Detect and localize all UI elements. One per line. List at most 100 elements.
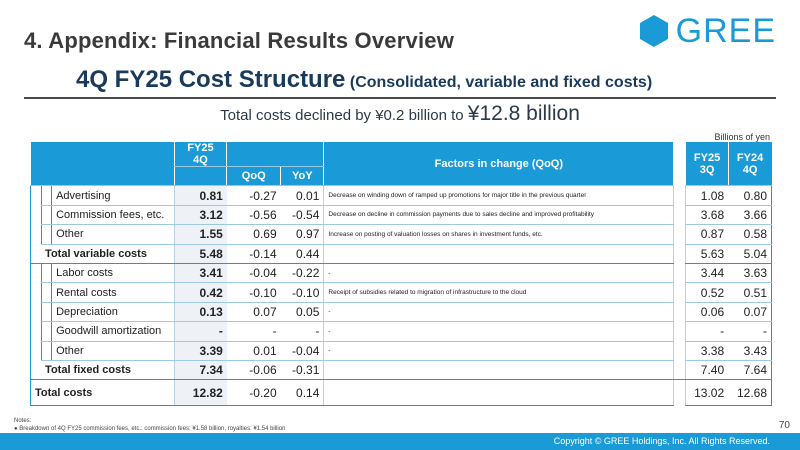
cell-qoq: -	[226, 321, 281, 342]
cell-fy25-3q: -	[685, 321, 729, 342]
header-blank	[30, 142, 175, 187]
cell-fy24-4q: 7.64	[728, 360, 773, 381]
cell-fy25-4q: -	[173, 321, 227, 342]
row-label: Goodwill amortization	[51, 321, 175, 342]
header-fy25-4q: FY25 4Q	[173, 142, 227, 167]
cell-fy24-4q: 0.51	[728, 282, 773, 303]
cell-qoq: -0.04	[226, 263, 281, 284]
cell-yoy: 0.14	[280, 379, 324, 407]
header-row-2: QoQ YoY	[31, 166, 772, 187]
row-label: Other	[51, 224, 175, 245]
grand-total-row: Total costs 12.82 -0.20 0.14 13.02 12.68	[30, 379, 773, 407]
cell-qoq: 0.07	[226, 302, 281, 323]
cell-factor: -	[323, 321, 674, 342]
row-label: Advertising	[51, 185, 175, 206]
cell-qoq: -0.27	[226, 185, 281, 206]
summary-prefix: Total costs declined by ¥0.2 billion to	[220, 107, 468, 124]
cell-qoq: 0.01	[226, 341, 281, 361]
header-qoq: QoQ	[226, 166, 281, 187]
cell-fy25-4q: 3.12	[173, 205, 227, 226]
cell-fy25-4q: 0.42	[173, 282, 227, 303]
cell-factor: -	[323, 302, 674, 323]
gree-logo: GREE	[638, 14, 776, 48]
cell-fy25-3q: 0.06	[685, 302, 729, 323]
table-row: Goodwill amortization - - - - - -	[30, 321, 773, 342]
row-label: Commission fees, etc.	[51, 205, 175, 226]
cell-fy25-4q: 12.82	[173, 379, 227, 407]
header-factors: Factors in change (QoQ)	[323, 142, 674, 187]
cell-qoq: -0.06	[226, 360, 281, 381]
page-number: 70	[778, 420, 790, 431]
cell-fy25-4q: 3.41	[173, 263, 227, 284]
row-label: Rental costs	[51, 282, 175, 303]
cell-factor: -	[323, 341, 674, 361]
cell-fy25-4q: 3.39	[173, 341, 227, 361]
cell-fy25-3q: 1.08	[685, 185, 729, 206]
cell-factor: Decrease on winding down of ramped up pr…	[323, 185, 674, 206]
row-label: Total fixed costs	[41, 360, 175, 381]
cell-yoy: -0.22	[280, 263, 324, 284]
row-label: Total costs	[30, 379, 175, 407]
cell-yoy: 0.44	[280, 244, 324, 264]
logo-text: GREE	[675, 12, 776, 50]
cell-fy25-3q: 13.02	[685, 379, 729, 407]
summary-amount: ¥12.8 billion	[467, 102, 580, 125]
table-row: Advertising 0.81 -0.27 0.01 Decrease on …	[30, 185, 773, 206]
cell-factor	[323, 379, 674, 407]
cell-factor: -	[323, 263, 674, 284]
footnotes: Notes: ● Breakdown of 4Q FY25 commission…	[14, 417, 285, 433]
header-fy24-4q: FY24 4Q	[727, 142, 772, 187]
cell-fy24-4q: 0.58	[728, 224, 773, 245]
header-fy25-3q: FY25 3Q	[685, 142, 729, 187]
row-label: Total variable costs	[41, 244, 175, 264]
cell-qoq: -0.56	[226, 205, 281, 226]
summary-line: Total costs declined by ¥0.2 billion to …	[0, 102, 800, 126]
cell-yoy: -0.31	[280, 360, 324, 381]
cell-fy24-4q: 5.04	[728, 244, 773, 264]
units-label: Billions of yen	[714, 132, 770, 142]
table-row: Labor costs 3.41 -0.04 -0.22 - 3.44 3.63	[30, 263, 773, 284]
row-label: Depreciation	[51, 302, 175, 323]
cell-yoy: -0.04	[280, 341, 324, 361]
copyright-text: Copyright © GREE Holdings, Inc. All Righ…	[553, 436, 770, 446]
cell-qoq: -0.20	[226, 379, 281, 407]
cell-fy25-4q: 0.13	[173, 302, 227, 323]
table-row: Commission fees, etc. 3.12 -0.56 -0.54 D…	[30, 205, 773, 226]
title-divider	[24, 97, 776, 99]
row-label: Other	[51, 341, 175, 361]
cell-factor	[323, 244, 674, 264]
cell-fy24-4q: 0.07	[728, 302, 773, 323]
cell-yoy: -0.10	[280, 282, 324, 303]
cell-qoq: 0.69	[226, 224, 281, 245]
footer-bar: Copyright © GREE Holdings, Inc. All Righ…	[0, 433, 800, 450]
header-change-group	[226, 142, 324, 167]
cell-fy25-3q: 0.52	[685, 282, 729, 303]
cell-fy25-4q: 1.55	[173, 224, 227, 245]
hexagon-logo-icon	[639, 15, 668, 47]
cell-factor: Receipt of subsidies related to migratio…	[323, 282, 674, 303]
cell-fy25-3q: 5.63	[685, 244, 729, 264]
bullet-icon: ●	[14, 426, 20, 432]
cell-fy25-4q: 0.81	[173, 185, 227, 206]
notes-label: Notes:	[14, 418, 32, 424]
row-label: Labor costs	[51, 263, 175, 284]
cell-yoy: -0.54	[280, 205, 324, 226]
cell-yoy: 0.97	[280, 224, 324, 245]
cell-yoy: -	[280, 321, 324, 342]
table-row: Depreciation 0.13 0.07 0.05 - 0.06 0.07	[30, 302, 773, 323]
header-row-1: FY25 4Q Factors in change (QoQ) FY25 3Q FY…	[30, 142, 772, 187]
section-title: 4. Appendix: Financial Results Overview	[24, 28, 455, 53]
page-title: 4Q FY25 Cost Structure (Consolidated, va…	[76, 66, 652, 94]
table-row: Other 1.55 0.69 0.97 Increase on posting…	[30, 224, 773, 245]
cell-fy25-4q: 5.48	[173, 244, 227, 264]
cell-fy25-3q: 3.38	[685, 341, 729, 361]
subtotal-row-fixed: Total fixed costs 7.34 -0.06 -0.31 7.40 …	[30, 360, 773, 381]
cell-fy24-4q: 3.43	[728, 341, 773, 361]
page-title-main: 4Q FY25 Cost Structure	[76, 66, 346, 93]
subtotal-row-variable: Total variable costs 5.48 -0.14 0.44 5.6…	[30, 244, 773, 264]
table-row: Rental costs 0.42 -0.10 -0.10 Receipt of…	[30, 282, 773, 303]
header-yoy: YoY	[280, 166, 324, 187]
note-item: ● Breakdown of 4Q FY25 commission fees, …	[14, 426, 286, 432]
cell-fy24-4q: -	[728, 321, 773, 342]
cell-qoq: -0.14	[226, 244, 281, 264]
